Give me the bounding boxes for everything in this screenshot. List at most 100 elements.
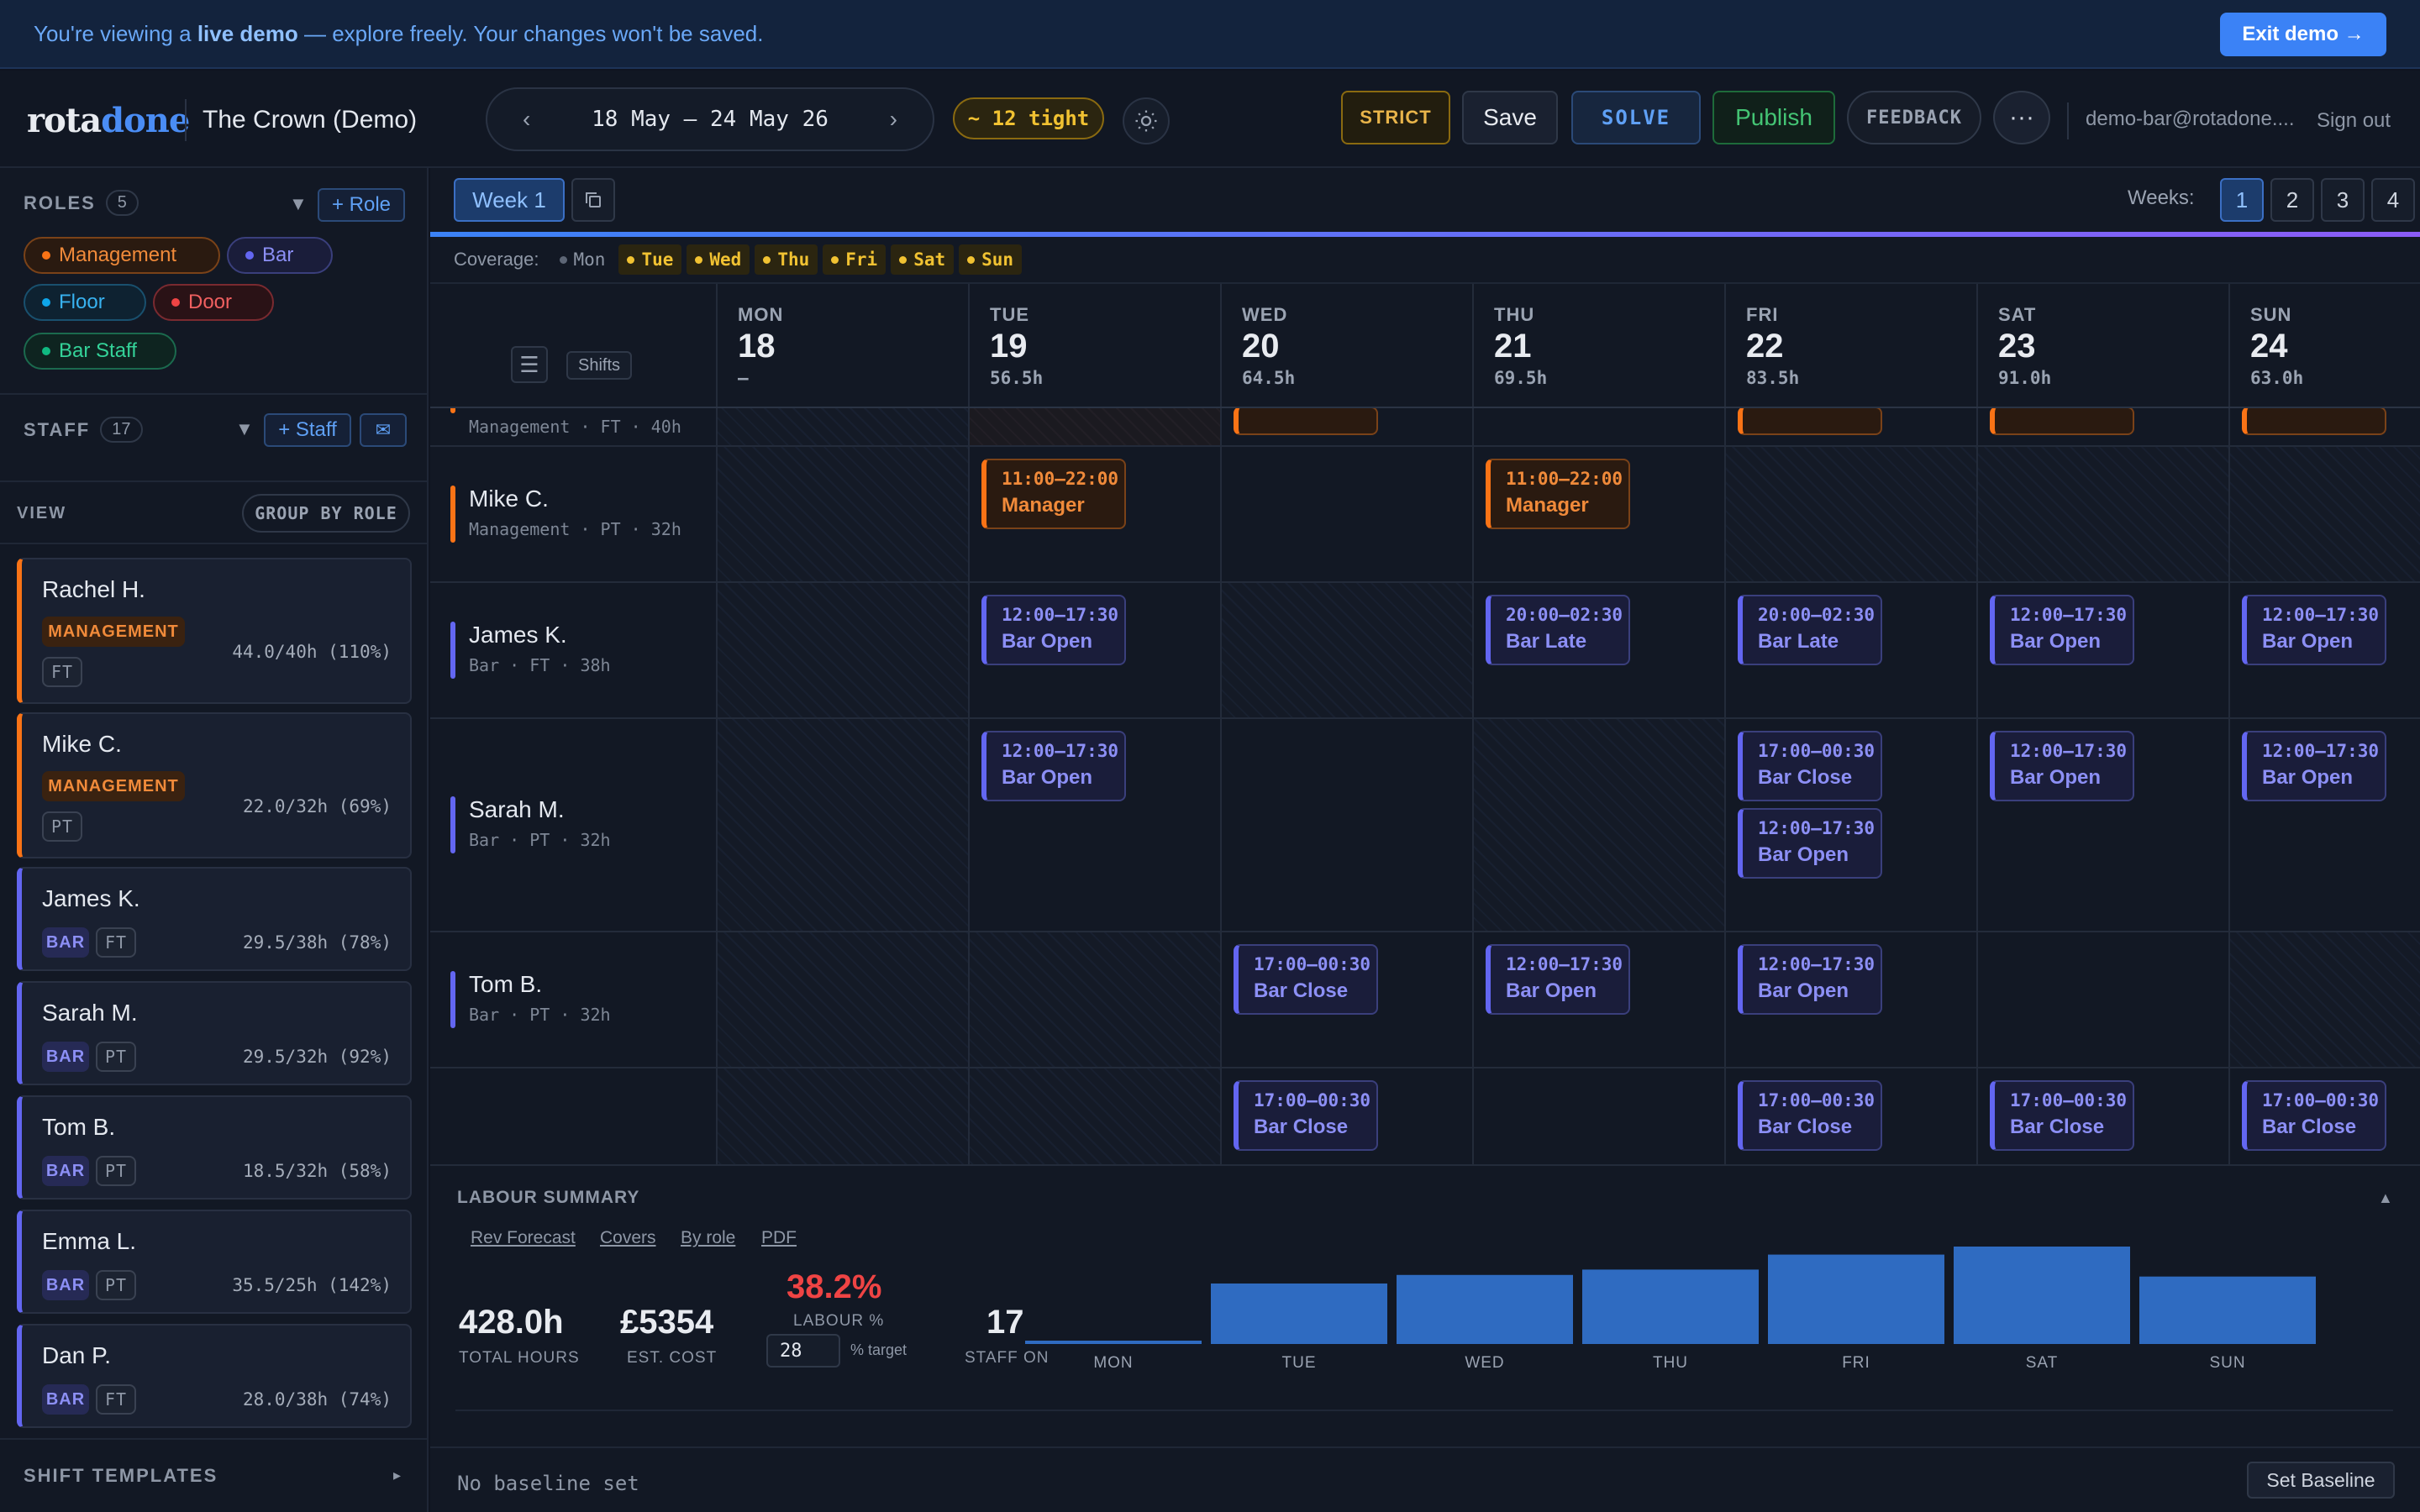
by-role-link[interactable]: By role: [681, 1228, 736, 1247]
day-cell[interactable]: 12:00–17:30 Bar Open: [1724, 932, 1976, 1067]
day-cell[interactable]: 20:00–02:30 Bar Late: [1472, 583, 1724, 717]
day-cell[interactable]: [1220, 447, 1472, 581]
save-button[interactable]: Save: [1462, 91, 1558, 144]
shift-block[interactable]: 12:00–17:30 Bar Open: [1990, 731, 2134, 801]
shift-block[interactable]: 11:00–22:00 Manager: [1486, 459, 1630, 529]
day-cell[interactable]: 11:00–22:00 Manager: [968, 447, 1220, 581]
expand-icon[interactable]: ▸: [393, 1467, 402, 1483]
day-cell[interactable]: 20:00–02:30 Bar Late: [1724, 583, 1976, 717]
staff-card[interactable]: Sarah M. BAR PT 29.5/32h (92%): [17, 981, 412, 1085]
set-baseline-button[interactable]: Set Baseline: [2247, 1462, 2395, 1499]
next-week-icon[interactable]: ›: [889, 106, 897, 132]
staff-card[interactable]: James K. BAR FT 29.5/38h (78%): [17, 867, 412, 971]
day-cell[interactable]: [1976, 932, 2228, 1067]
day-cell[interactable]: [1724, 373, 1976, 445]
roles-filter-icon[interactable]: ▼: [289, 193, 308, 214]
day-cell[interactable]: 12:00–17:30 Bar Open: [1472, 932, 1724, 1067]
weeks-option-3[interactable]: 3: [2321, 178, 2365, 222]
weeks-option-1[interactable]: 1: [2220, 178, 2264, 222]
day-cell[interactable]: [716, 447, 968, 581]
covers-link[interactable]: Covers: [600, 1228, 656, 1247]
shift-block[interactable]: 12:00–17:30 Bar Open: [981, 731, 1126, 801]
day-cell[interactable]: [716, 719, 968, 931]
coverage-day-fri[interactable]: Fri: [823, 244, 886, 275]
logo[interactable]: rotadone: [27, 101, 190, 140]
day-cell[interactable]: [2228, 932, 2420, 1067]
day-cell[interactable]: 17:00–00:30 Bar Close: [1220, 932, 1472, 1067]
staff-card[interactable]: Dan P. BAR FT 28.0/38h (74%): [17, 1324, 412, 1428]
coverage-day-sat[interactable]: Sat: [891, 244, 955, 275]
day-cell[interactable]: [1472, 719, 1724, 931]
shift-block[interactable]: 12:00–17:30 Bar Open: [1738, 944, 1882, 1015]
theme-toggle-button[interactable]: [1123, 97, 1170, 144]
sign-out-link[interactable]: Sign out: [2317, 109, 2391, 132]
shift-block[interactable]: 12:00–17:30 Bar Open: [2242, 731, 2386, 801]
publish-button[interactable]: Publish: [1712, 91, 1835, 144]
day-cell[interactable]: [2228, 447, 2420, 581]
exit-demo-button[interactable]: Exit demo →: [2220, 13, 2386, 56]
coverage-day-thu[interactable]: Thu: [755, 244, 818, 275]
staff-card[interactable]: Emma L. BAR PT 35.5/25h (142%): [17, 1210, 412, 1314]
shift-block[interactable]: [2242, 407, 2386, 435]
staff-card[interactable]: Tom B. BAR PT 18.5/32h (58%): [17, 1095, 412, 1200]
weeks-option-2[interactable]: 2: [2270, 178, 2314, 222]
group-by-role-button[interactable]: GROUP BY ROLE: [242, 494, 410, 533]
tight-shifts-badge[interactable]: ~ 12 tight: [953, 97, 1104, 139]
shifts-toggle[interactable]: Shifts: [566, 351, 633, 380]
day-cell[interactable]: [968, 932, 1220, 1067]
shift-block[interactable]: 17:00–00:30 Bar Close: [1738, 1080, 1882, 1151]
day-cell[interactable]: [1472, 1068, 1724, 1164]
staff-card[interactable]: Mike C. MANAGEMENT PT 22.0/32h (69%): [17, 712, 412, 858]
day-cell[interactable]: [1220, 719, 1472, 931]
weeks-option-4[interactable]: 4: [2371, 178, 2415, 222]
day-cell[interactable]: 17:00–00:30 Bar Close 12:00–17:30 Bar Open: [1724, 719, 1976, 931]
collapse-icon[interactable]: ▲: [2378, 1189, 2393, 1206]
day-cell[interactable]: 11:00–22:00 Manager: [1472, 447, 1724, 581]
role-chip-management[interactable]: Management: [24, 237, 220, 274]
shift-block[interactable]: 17:00–00:30 Bar Close: [1990, 1080, 2134, 1151]
shift-block[interactable]: 17:00–00:30 Bar Close: [1738, 731, 1882, 801]
day-cell[interactable]: 17:00–00:30 Bar Close: [2228, 1068, 2420, 1164]
shift-block[interactable]: [1234, 407, 1378, 435]
role-chip-door[interactable]: Door: [153, 284, 274, 321]
day-cell[interactable]: [1724, 447, 1976, 581]
shift-block[interactable]: 20:00–02:30 Bar Late: [1486, 595, 1630, 665]
add-role-button[interactable]: + Role: [318, 188, 405, 222]
shift-block[interactable]: 20:00–02:30 Bar Late: [1738, 595, 1882, 665]
shift-block[interactable]: 17:00–00:30 Bar Close: [2242, 1080, 2386, 1151]
staff-filter-icon[interactable]: ▼: [235, 418, 254, 439]
day-cell[interactable]: [1976, 447, 2228, 581]
role-chip-bar-staff[interactable]: Bar Staff: [24, 333, 176, 370]
day-cell[interactable]: [2228, 373, 2420, 445]
mail-icon[interactable]: ✉: [360, 413, 407, 447]
staff-card[interactable]: Rachel H. MANAGEMENT FT 44.0/40h (110%): [17, 558, 412, 704]
week-1-button[interactable]: Week 1: [454, 178, 565, 222]
solve-button[interactable]: SOLVE: [1571, 91, 1701, 144]
role-chip-floor[interactable]: Floor: [24, 284, 146, 321]
coverage-day-wed[interactable]: Wed: [687, 244, 750, 275]
add-staff-button[interactable]: + Staff: [264, 413, 351, 447]
day-cell[interactable]: [716, 583, 968, 717]
copy-week-icon[interactable]: [571, 178, 615, 222]
coverage-day-tue[interactable]: Tue: [618, 244, 682, 275]
shift-block[interactable]: 12:00–17:30 Bar Open: [981, 595, 1126, 665]
rev-forecast-link[interactable]: Rev Forecast: [471, 1228, 576, 1247]
shift-block[interactable]: [1738, 407, 1882, 435]
day-cell[interactable]: 17:00–00:30 Bar Close: [1220, 1068, 1472, 1164]
day-cell[interactable]: 12:00–17:30 Bar Open: [1976, 719, 2228, 931]
feedback-button[interactable]: FEEDBACK: [1847, 91, 1981, 144]
shift-block[interactable]: 17:00–00:30 Bar Close: [1234, 1080, 1378, 1151]
day-cell[interactable]: 12:00–17:30 Bar Open: [968, 583, 1220, 717]
day-cell[interactable]: 12:00–17:30 Bar Open: [2228, 719, 2420, 931]
day-cell[interactable]: [716, 1068, 968, 1164]
shift-block[interactable]: 12:00–17:30 Bar Open: [2242, 595, 2386, 665]
shift-block[interactable]: 11:00–22:00 Manager: [981, 459, 1126, 529]
shift-block[interactable]: 12:00–17:30 Bar Open: [1486, 944, 1630, 1015]
pdf-link[interactable]: PDF: [761, 1228, 797, 1247]
day-cell[interactable]: [716, 932, 968, 1067]
prev-week-icon[interactable]: ‹: [523, 106, 531, 132]
day-cell[interactable]: 17:00–00:30 Bar Close: [1976, 1068, 2228, 1164]
strict-button[interactable]: STRICT: [1341, 91, 1450, 144]
shift-block[interactable]: [1990, 407, 2134, 435]
coverage-day-mon[interactable]: Mon: [551, 244, 614, 275]
